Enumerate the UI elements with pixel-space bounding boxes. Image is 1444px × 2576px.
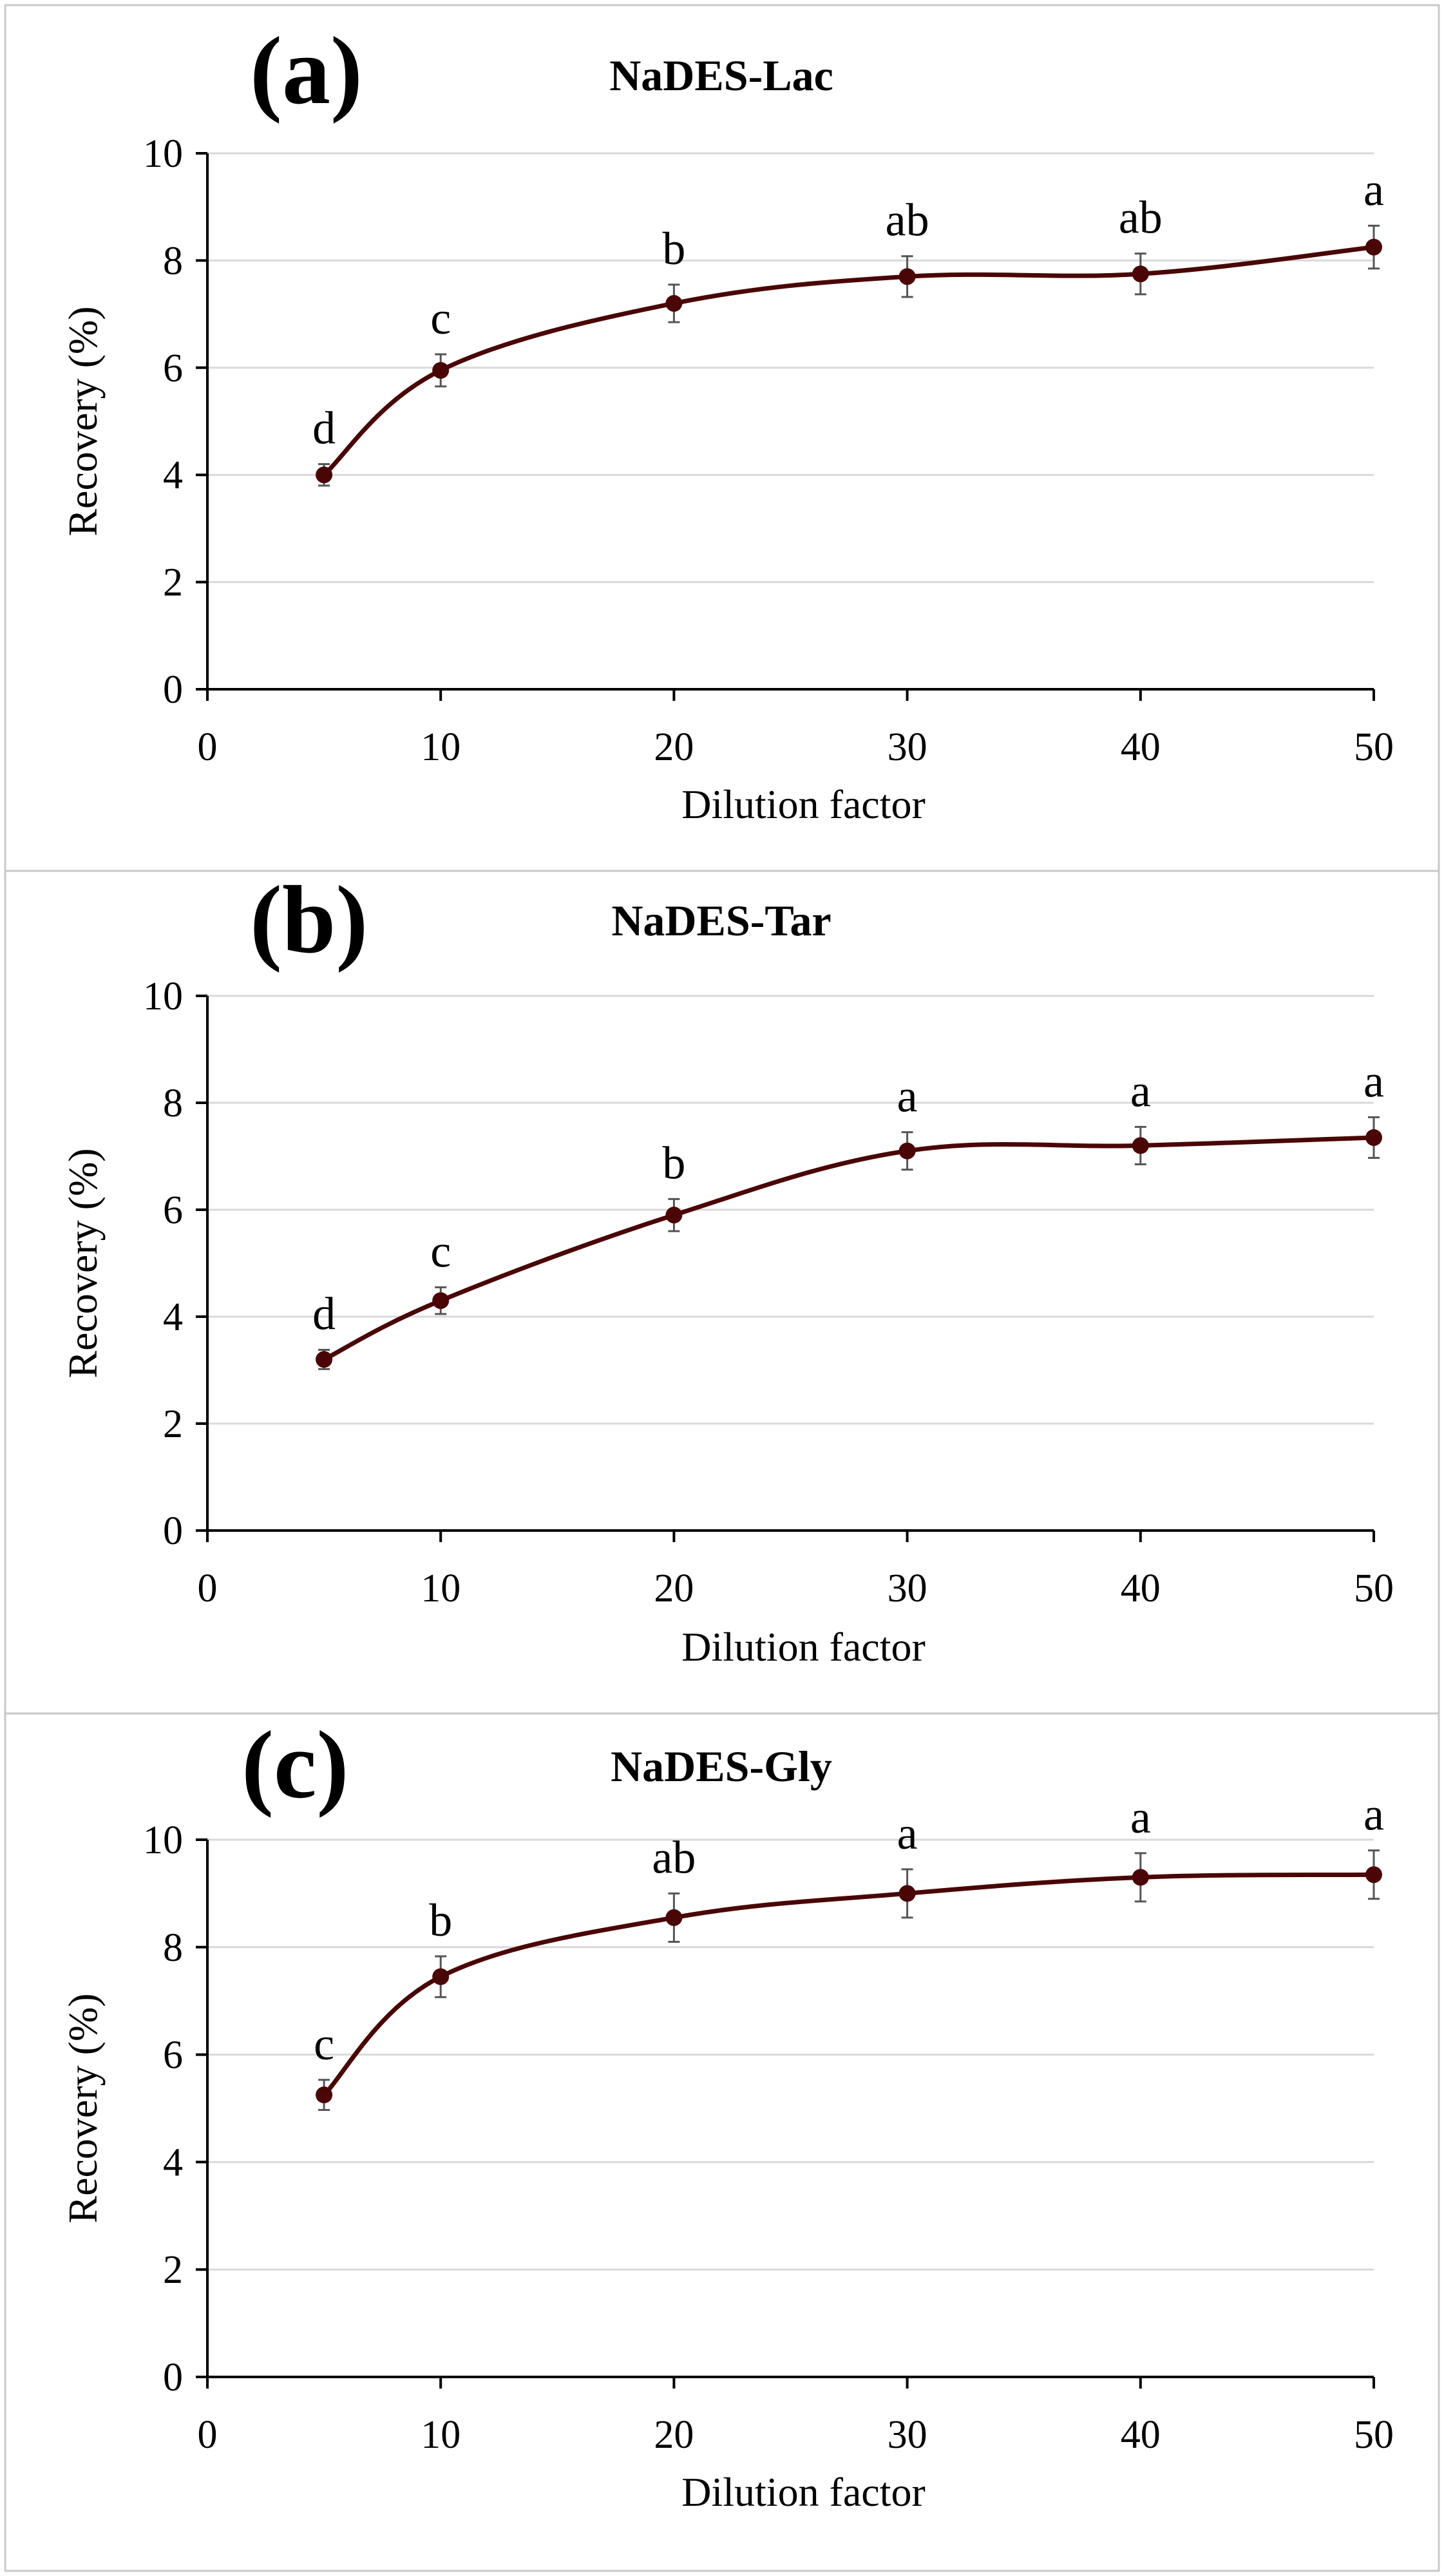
y-tick-label: 10 (143, 1818, 183, 1862)
x-tick-label: 40 (1121, 725, 1161, 769)
x-tick-label: 50 (1354, 725, 1394, 769)
x-tick-label: 30 (888, 725, 927, 769)
significance-label: a (897, 1808, 918, 1859)
chart-title: NaDES-Tar (611, 896, 831, 945)
significance-label: a (1130, 1065, 1151, 1116)
data-point (1365, 1866, 1382, 1884)
x-tick-label: 30 (888, 1567, 927, 1610)
x-tick-label: 0 (198, 1567, 218, 1610)
x-tick-label: 0 (198, 2413, 218, 2457)
data-point (1132, 265, 1149, 283)
x-tick-label: 50 (1354, 2413, 1394, 2457)
x-tick-label: 20 (654, 725, 694, 769)
significance-label: b (662, 1137, 685, 1188)
y-axis-title: Recovery (%) (60, 1993, 106, 2223)
y-tick-label: 4 (163, 1295, 183, 1339)
significance-label: ab (1119, 192, 1163, 243)
y-tick-label: 6 (163, 1188, 183, 1232)
significance-label: a (1363, 1789, 1384, 1840)
significance-label: d (312, 1288, 336, 1339)
data-point (316, 1351, 333, 1368)
x-tick-label: 10 (421, 1567, 461, 1610)
x-tick-label: 10 (421, 2413, 461, 2457)
y-tick-label: 0 (163, 1509, 183, 1553)
significance-label: a (1130, 1791, 1151, 1843)
data-point (665, 1909, 683, 1926)
significance-label: ab (652, 1831, 696, 1883)
y-tick-label: 2 (163, 2248, 183, 2292)
significance-label: a (897, 1071, 918, 1122)
x-tick-label: 20 (654, 2413, 694, 2457)
significance-label: d (312, 403, 336, 454)
significance-label: c (430, 292, 451, 344)
chart-panel-1: 0 2 4 6 8 10 0 10 20 30 40 50 (a) NaDES-Lac Dilution f… (4, 4, 1440, 872)
y-tick-label: 10 (143, 975, 183, 1018)
x-tick-label: 0 (198, 725, 218, 769)
data-point (316, 2086, 333, 2104)
data-point (316, 466, 333, 484)
y-tick-label: 2 (163, 1402, 183, 1446)
significance-label: b (662, 223, 685, 274)
x-tick-label: 40 (1121, 1567, 1161, 1610)
x-axis-title: Dilution factor (681, 1624, 926, 1670)
panel-frame (4, 1712, 1440, 2572)
x-axis-title: Dilution factor (681, 781, 926, 827)
panel-label: (b) (250, 866, 368, 973)
series-line (322, 1872, 1374, 2097)
panel-label: (a) (250, 17, 363, 124)
data-point (665, 294, 683, 312)
y-tick-label: 6 (163, 347, 183, 390)
y-tick-label: 0 (163, 2356, 183, 2399)
y-tick-label: 4 (163, 2141, 183, 2184)
significance-label: c (314, 2018, 334, 2070)
data-point (898, 1885, 916, 1902)
data-point (1132, 1869, 1149, 1886)
significance-label: ab (886, 195, 929, 246)
panel-frame (4, 4, 1440, 872)
panel-frame (4, 870, 1440, 1715)
x-tick-label: 20 (654, 1567, 694, 1610)
y-axis-title: Recovery (%) (60, 1148, 106, 1378)
data-point (432, 1292, 450, 1310)
data-point (1132, 1137, 1149, 1154)
data-point (665, 1207, 683, 1224)
chart-panel-2: 0 2 4 6 8 10 0 10 20 30 40 50 (b) NaDES-Tar Dilution f… (4, 866, 1440, 1715)
data-point (898, 268, 916, 285)
x-tick-label: 40 (1121, 2413, 1161, 2457)
significance-label: a (1363, 1055, 1384, 1107)
series-line (323, 1135, 1374, 1362)
y-tick-label: 10 (143, 132, 183, 176)
data-point (1365, 1129, 1382, 1146)
data-point (1365, 238, 1382, 256)
data-point (898, 1142, 916, 1159)
x-axis-title: Dilution factor (681, 2469, 926, 2515)
y-tick-label: 0 (163, 668, 183, 712)
y-tick-label: 8 (163, 1082, 183, 1125)
series-line (322, 245, 1374, 477)
chart-panel-3: 0 2 4 6 8 10 0 10 20 30 40 50 (c) NaDES-Gly Dilution f… (4, 1712, 1440, 2572)
y-axis-title: Recovery (%) (60, 306, 106, 536)
chart-title: NaDES-Gly (611, 1742, 832, 1791)
chart-title: NaDES-Lac (609, 51, 833, 100)
x-tick-label: 50 (1354, 1567, 1394, 1610)
y-tick-label: 2 (163, 561, 183, 605)
y-tick-label: 8 (163, 1926, 183, 1970)
panel-label: (c) (242, 1712, 348, 1818)
significance-label: b (429, 1894, 452, 1946)
data-point (432, 361, 450, 379)
significance-label: c (430, 1225, 451, 1277)
data-point (432, 1968, 450, 1985)
y-tick-label: 6 (163, 2034, 183, 2077)
y-tick-label: 4 (163, 453, 183, 497)
x-tick-label: 30 (888, 2413, 927, 2457)
x-tick-label: 10 (421, 725, 461, 769)
y-tick-label: 8 (163, 239, 183, 283)
significance-label: a (1363, 164, 1384, 215)
